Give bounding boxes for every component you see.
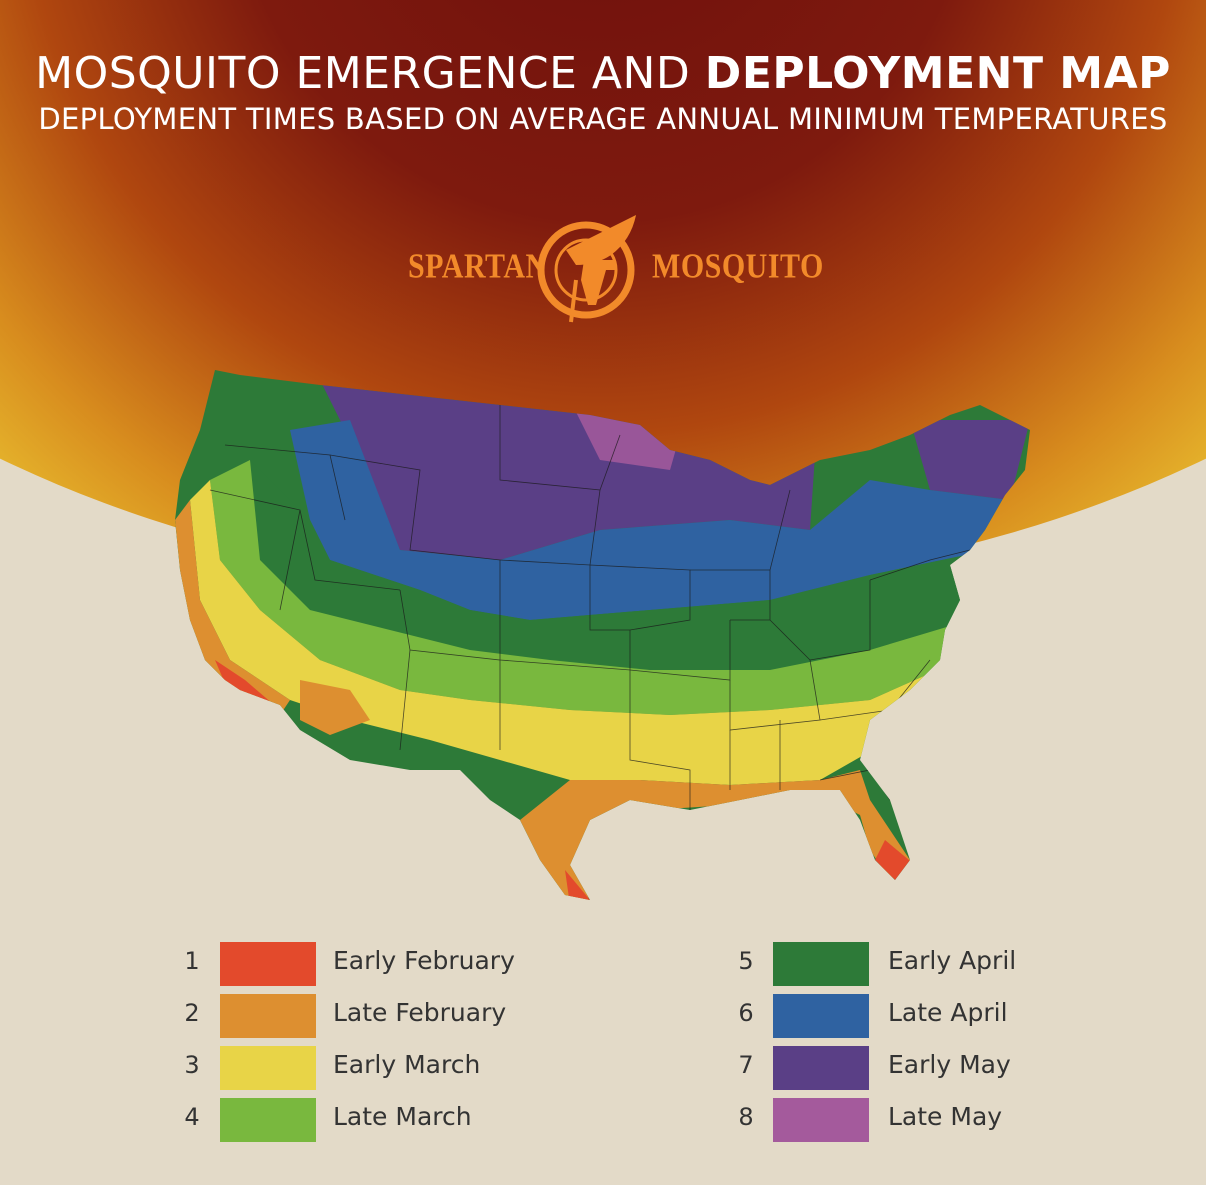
title-regular: MOSQUITO EMERGENCE AND	[35, 48, 705, 99]
legend-swatch-early-march	[220, 1046, 316, 1090]
legend-number: 3	[184, 1051, 200, 1079]
legend-number: 6	[738, 999, 754, 1027]
legend-swatch-early-april	[773, 942, 869, 986]
legend-number: 2	[184, 999, 200, 1027]
legend-label: Early February	[333, 946, 515, 975]
legend-swatch-late-may	[773, 1098, 869, 1142]
page-title: MOSQUITO EMERGENCE AND DEPLOYMENT MAP	[0, 48, 1206, 100]
legend-number: 8	[738, 1103, 754, 1131]
spartan-helmet-logo-icon	[537, 215, 636, 323]
legend-label: Late February	[333, 998, 507, 1027]
legend-swatch-late-february	[220, 994, 316, 1038]
legend-label: Late April	[888, 998, 1008, 1027]
legend-swatch-late-march	[220, 1098, 316, 1142]
legend-number: 7	[738, 1051, 754, 1079]
page-subtitle: DEPLOYMENT TIMES BASED ON AVERAGE ANNUAL…	[38, 102, 1168, 136]
legend-label: Early April	[888, 946, 1017, 975]
legend-number: 5	[738, 947, 754, 975]
brand-name-left: SPARTAN	[408, 247, 548, 286]
legend-label: Late March	[333, 1102, 472, 1131]
legend-number: 4	[184, 1103, 200, 1131]
legend-label: Late May	[888, 1102, 1003, 1131]
legend-number: 1	[184, 947, 200, 975]
us-deployment-zone-map	[175, 370, 1030, 900]
brand-name-right: MOSQUITO	[652, 247, 824, 286]
legend-swatch-early-february	[220, 942, 316, 986]
legend-swatch-early-may	[773, 1046, 869, 1090]
legend-swatch-late-april	[773, 994, 869, 1038]
title-bold: DEPLOYMENT MAP	[704, 48, 1171, 99]
legend-label: Early May	[888, 1050, 1011, 1079]
legend-label: Early March	[333, 1050, 481, 1079]
